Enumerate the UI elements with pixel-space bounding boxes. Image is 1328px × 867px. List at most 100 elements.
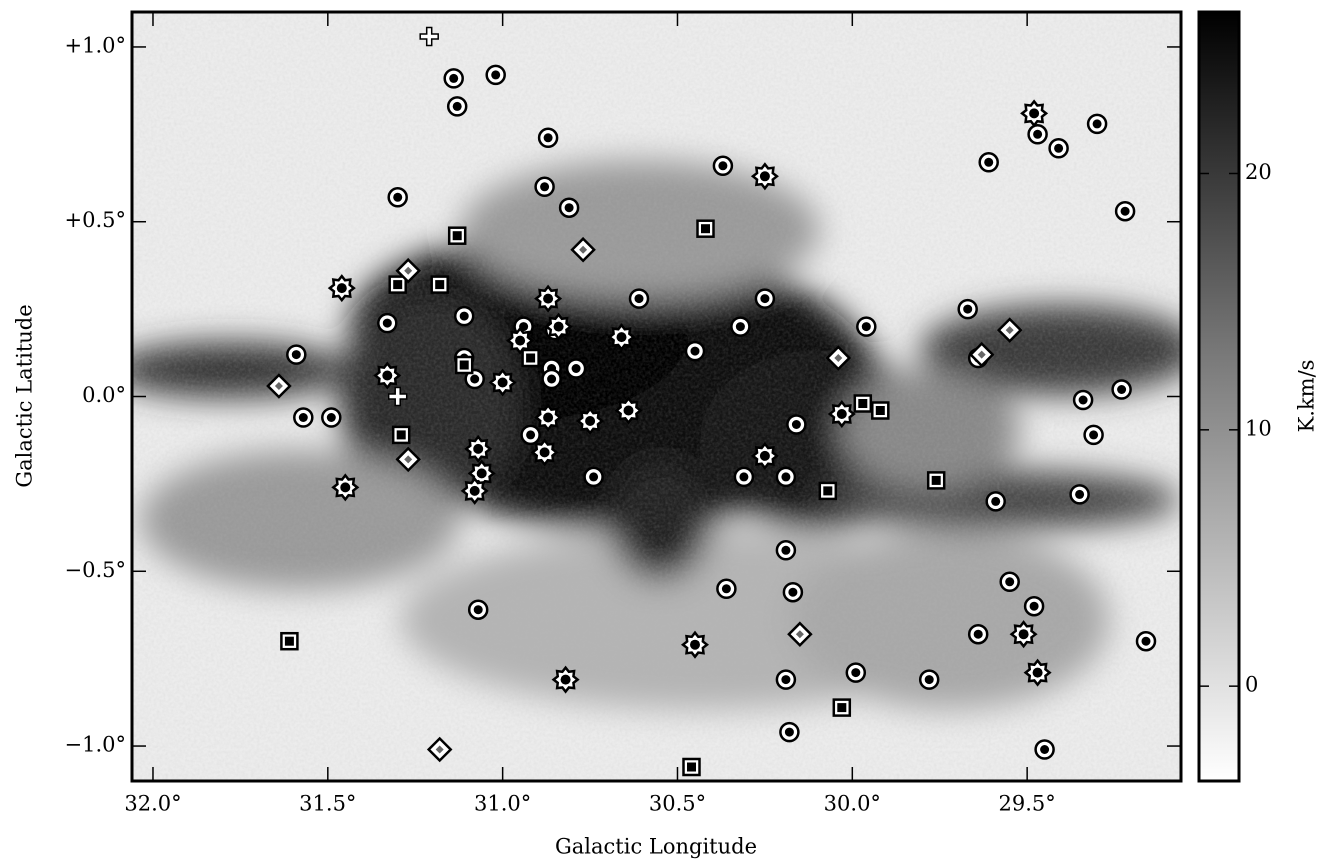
marker-core: [476, 468, 487, 479]
marker: [712, 155, 734, 177]
marker: [825, 345, 852, 371]
marker-core: [1032, 667, 1043, 678]
marker: [537, 127, 559, 149]
marker: [387, 187, 408, 208]
marker: [373, 361, 402, 390]
marker: [684, 340, 706, 362]
marker-core: [274, 382, 283, 390]
marker: [464, 368, 485, 390]
marker-core: [1092, 119, 1102, 129]
marker-core: [781, 545, 791, 555]
marker-core: [452, 231, 462, 241]
marker-core: [784, 727, 794, 737]
marker: [464, 434, 493, 463]
marker-core: [759, 171, 770, 182]
marker: [576, 406, 605, 436]
marker: [786, 414, 807, 435]
marker: [733, 466, 755, 488]
marker-core: [721, 584, 731, 594]
marker: [1034, 739, 1055, 760]
marker-core: [547, 374, 557, 384]
marker-core: [616, 332, 627, 343]
marker: [750, 162, 779, 191]
marker: [521, 348, 540, 368]
marker: [750, 441, 779, 470]
marker: [387, 386, 408, 407]
marker: [871, 401, 890, 420]
marker-core: [834, 354, 843, 362]
marker: [565, 358, 587, 379]
marker-core: [1029, 601, 1039, 611]
marker: [827, 399, 856, 429]
marker-core: [973, 629, 983, 639]
marker-core: [931, 475, 941, 485]
marker-core: [788, 587, 798, 597]
marker-core: [1054, 143, 1064, 153]
marker-core: [526, 353, 536, 363]
marker-core: [382, 370, 393, 381]
colorbar-label: K.km/s: [1295, 360, 1319, 433]
marker-core: [977, 350, 986, 359]
marker-core: [452, 101, 462, 111]
marker: [716, 578, 737, 600]
marker: [978, 152, 999, 173]
x-tick-label: 30.5°: [649, 792, 706, 816]
marker: [918, 669, 940, 690]
marker: [388, 275, 407, 294]
y-tick-label: +1.0°: [65, 33, 127, 57]
x-tick-label: 31.0°: [474, 792, 531, 816]
marker: [926, 471, 946, 490]
marker-core: [858, 399, 868, 408]
marker: [730, 316, 751, 337]
marker: [957, 298, 978, 320]
marker-core: [336, 283, 347, 294]
marker-core: [1005, 577, 1015, 587]
marker-core: [851, 668, 861, 678]
marker: [443, 68, 464, 89]
marker: [541, 368, 562, 390]
marker-core: [515, 335, 526, 346]
colorbar: [1197, 10, 1241, 783]
marker-core: [1018, 629, 1029, 640]
marker: [999, 571, 1020, 593]
marker: [696, 219, 715, 238]
marker-core: [393, 192, 403, 202]
marker: [782, 581, 804, 603]
marker-core: [459, 360, 469, 370]
marker-core: [396, 430, 406, 440]
marker: [968, 341, 995, 368]
y-tick-label: 0.0°: [82, 383, 126, 407]
marker-plus: [419, 26, 439, 47]
marker-core: [404, 455, 413, 464]
marker: [1048, 138, 1069, 159]
marker-core: [984, 157, 994, 167]
marker: [779, 721, 800, 743]
marker: [280, 631, 299, 651]
marker-core: [690, 346, 700, 356]
marker-core: [1040, 745, 1050, 754]
colorbar-tick-label: 10: [1245, 416, 1272, 440]
marker: [818, 481, 838, 501]
marker: [534, 176, 555, 198]
marker-core: [1120, 206, 1130, 216]
y-tick-label: −0.5°: [65, 558, 127, 582]
marker: [607, 323, 636, 352]
marker-core: [298, 413, 308, 422]
colorbar-tick-label: 0: [1245, 673, 1258, 697]
y-axis-label: Galactic Latitude: [13, 304, 37, 487]
marker-core: [473, 443, 484, 454]
marker-core: [473, 605, 483, 615]
marker: [1023, 658, 1052, 687]
marker: [544, 312, 573, 341]
marker: [453, 305, 475, 327]
x-axis-label: Galactic Longitude: [555, 835, 757, 859]
marker-core: [284, 636, 294, 646]
marker-core: [1075, 489, 1085, 499]
x-tick-label: 29.5°: [999, 792, 1056, 816]
marker: [775, 669, 797, 690]
marker: [506, 326, 535, 355]
marker-core: [791, 420, 801, 429]
marker: [682, 757, 701, 777]
marker-core: [1141, 636, 1151, 646]
